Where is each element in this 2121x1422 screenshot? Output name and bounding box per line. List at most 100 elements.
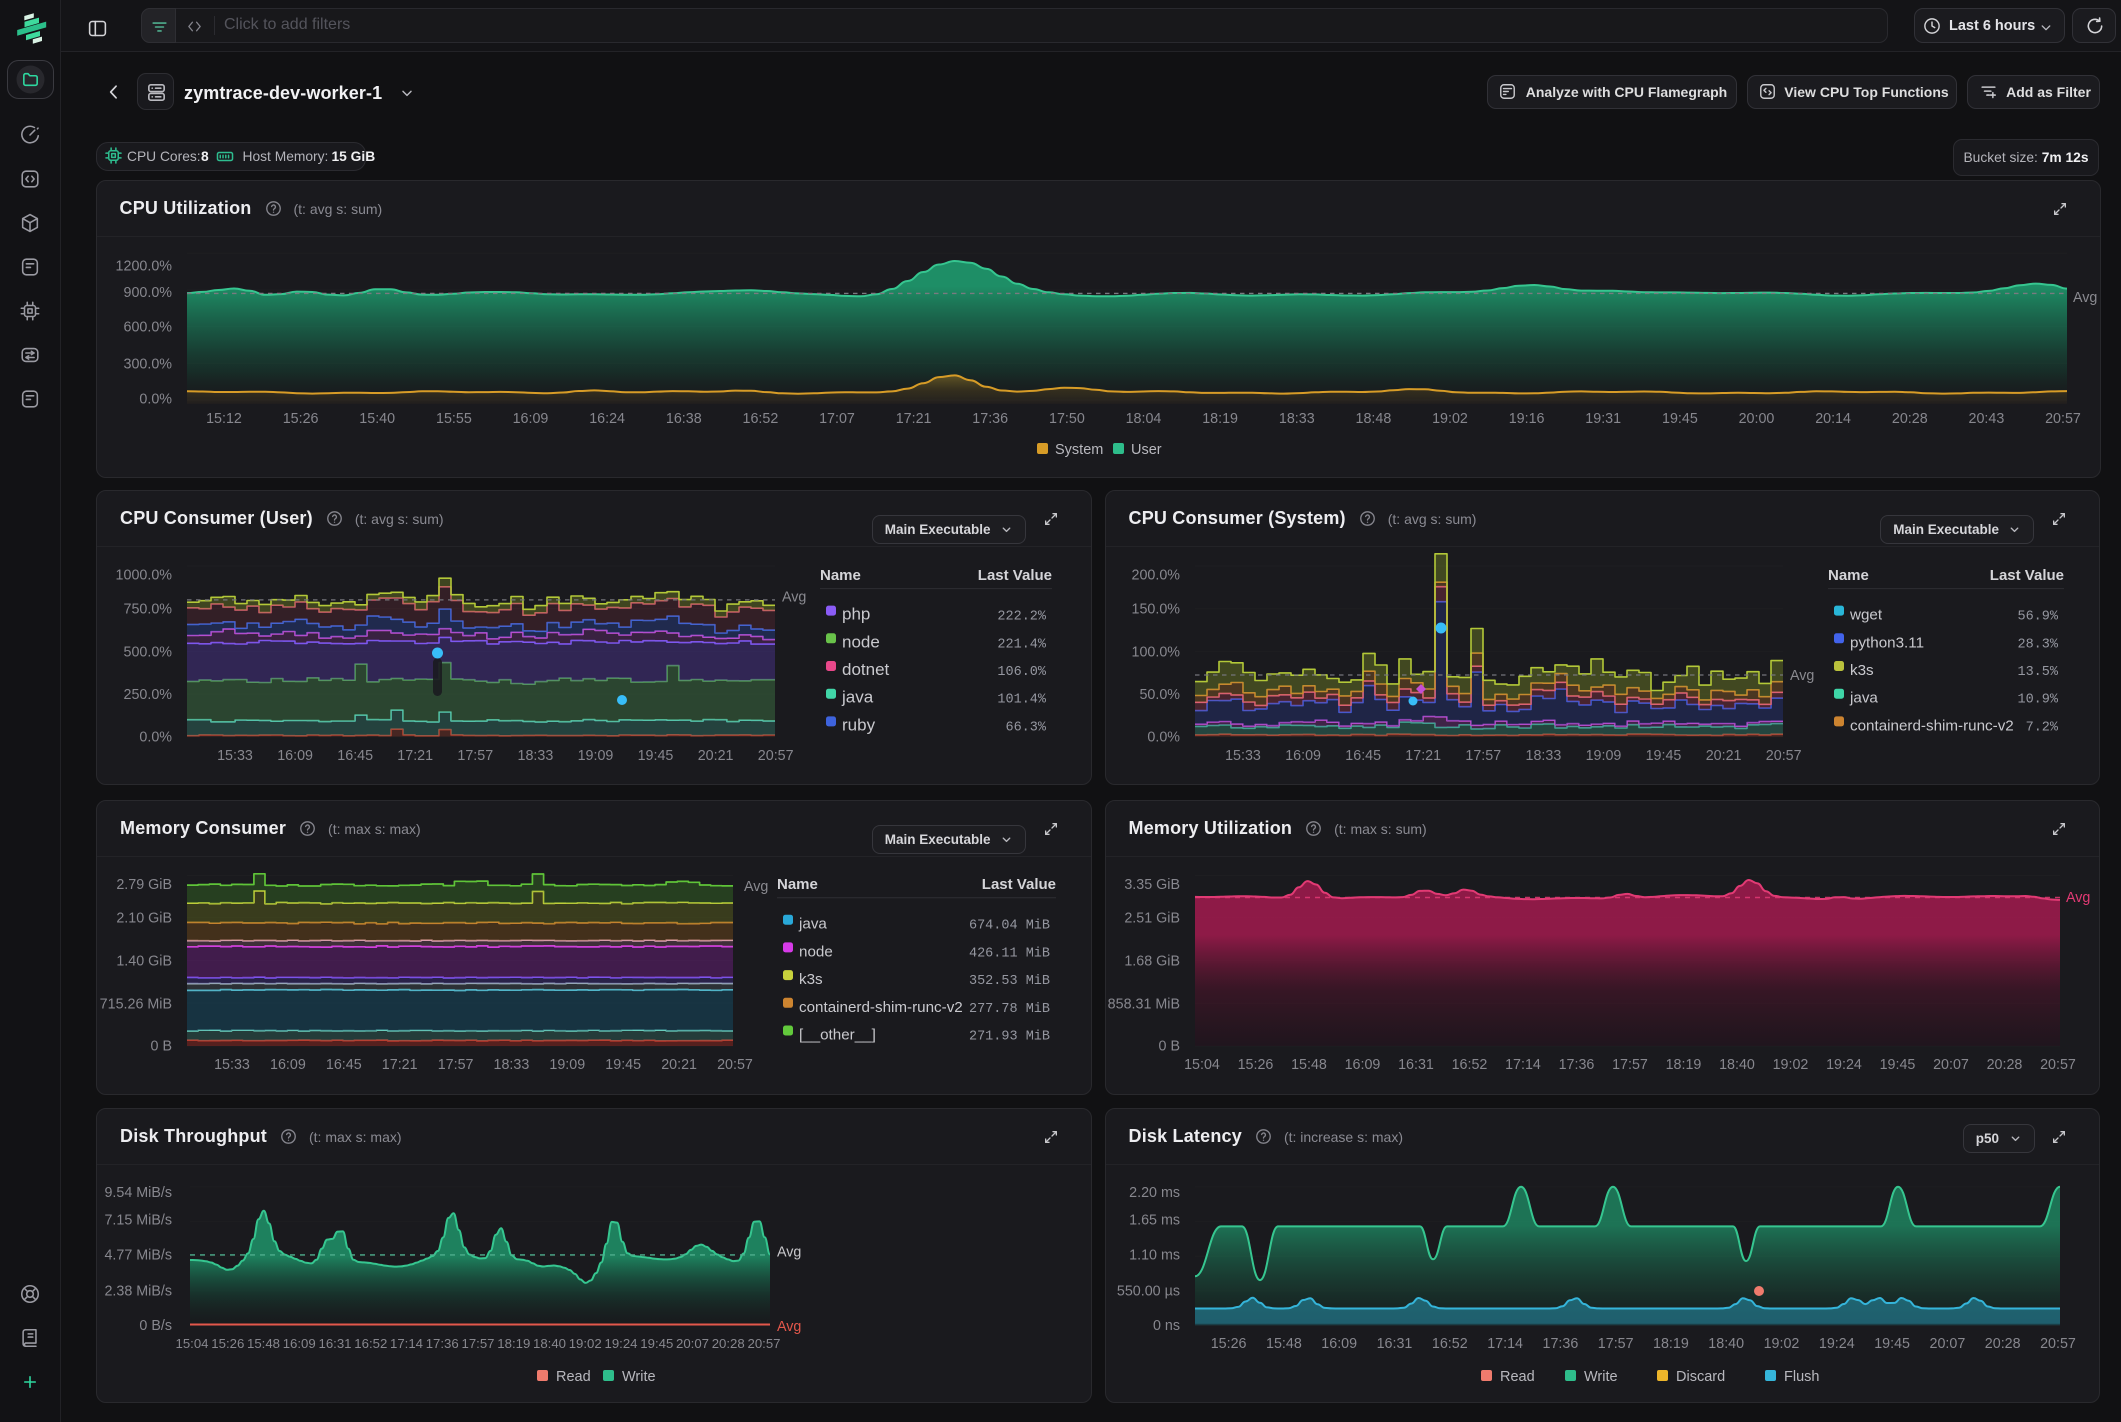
svg-text:java: java	[841, 688, 874, 707]
svg-text:Read: Read	[1500, 1369, 1535, 1385]
svg-text:java: java	[1849, 690, 1878, 707]
svg-text:16:31: 16:31	[1398, 1057, 1434, 1073]
svg-text:1.68 GiB: 1.68 GiB	[1124, 954, 1180, 970]
svg-text:19:31: 19:31	[1585, 411, 1621, 427]
svg-text:4.77 MiB/s: 4.77 MiB/s	[104, 1247, 172, 1263]
svg-text:20:57: 20:57	[2040, 1336, 2076, 1352]
svg-text:900.0%: 900.0%	[124, 285, 173, 301]
svg-text:7.2%: 7.2%	[2026, 720, 2059, 735]
svg-text:426.11 MiB: 426.11 MiB	[969, 946, 1050, 961]
svg-text:550.00 µs: 550.00 µs	[1117, 1284, 1180, 1300]
svg-text:19:02: 19:02	[1773, 1057, 1809, 1073]
svg-text:15:04: 15:04	[1184, 1057, 1220, 1073]
svg-text:2.10 GiB: 2.10 GiB	[116, 911, 172, 927]
svg-text:Last Value: Last Value	[1990, 567, 2064, 584]
svg-text:200.0%: 200.0%	[1132, 568, 1181, 584]
svg-text:2.20 ms: 2.20 ms	[1129, 1185, 1180, 1201]
svg-text:15:33: 15:33	[214, 1057, 250, 1073]
svg-text:17:21: 17:21	[397, 748, 433, 764]
svg-text:222.2%: 222.2%	[997, 610, 1047, 625]
svg-text:19:24: 19:24	[1819, 1336, 1855, 1352]
svg-text:Avg: Avg	[777, 1244, 801, 1260]
svg-text:18:19: 18:19	[497, 1336, 530, 1351]
svg-text:19:24: 19:24	[604, 1336, 637, 1351]
svg-text:15:26: 15:26	[1211, 1336, 1247, 1352]
svg-text:18:40: 18:40	[1719, 1057, 1755, 1073]
svg-text:19:02: 19:02	[1764, 1336, 1800, 1352]
svg-text:3.35 GiB: 3.35 GiB	[1124, 877, 1180, 893]
svg-text:16:09: 16:09	[277, 748, 313, 764]
svg-text:20:21: 20:21	[698, 748, 734, 764]
svg-text:50.0%: 50.0%	[1139, 687, 1180, 703]
svg-text:Avg: Avg	[777, 1319, 801, 1335]
svg-text:16:09: 16:09	[270, 1057, 306, 1073]
svg-text:17:57: 17:57	[1598, 1336, 1634, 1352]
svg-text:271.93 MiB: 271.93 MiB	[969, 1030, 1050, 1045]
svg-text:66.3%: 66.3%	[1005, 720, 1046, 735]
svg-text:java: java	[798, 916, 827, 933]
svg-text:750.0%: 750.0%	[124, 602, 173, 618]
svg-text:node: node	[799, 943, 833, 960]
svg-text:101.4%: 101.4%	[997, 693, 1047, 708]
svg-text:18:19: 18:19	[1666, 1057, 1702, 1073]
svg-text:20:57: 20:57	[2045, 411, 2081, 427]
svg-text:Last Value: Last Value	[982, 876, 1056, 893]
svg-text:20:28: 20:28	[1987, 1057, 2023, 1073]
svg-text:19:45: 19:45	[638, 748, 674, 764]
svg-text:7.15 MiB/s: 7.15 MiB/s	[104, 1213, 172, 1229]
svg-text:10.9%: 10.9%	[2017, 693, 2058, 708]
svg-text:20:57: 20:57	[747, 1336, 780, 1351]
svg-text:wget: wget	[1849, 607, 1883, 624]
svg-text:Avg: Avg	[782, 590, 806, 606]
svg-text:106.0%: 106.0%	[997, 665, 1047, 680]
svg-text:56.9%: 56.9%	[2017, 610, 2058, 625]
svg-text:0 B: 0 B	[1159, 1039, 1180, 1055]
svg-text:containerd-shim-runc-v2: containerd-shim-runc-v2	[1850, 717, 2014, 734]
svg-text:15:26: 15:26	[1238, 1057, 1274, 1073]
svg-text:Name: Name	[820, 567, 861, 584]
svg-text:16:09: 16:09	[513, 411, 549, 427]
svg-text:277.78 MiB: 277.78 MiB	[969, 1002, 1050, 1017]
svg-text:17:50: 17:50	[1049, 411, 1085, 427]
svg-text:15:48: 15:48	[1291, 1057, 1327, 1073]
svg-text:containerd-shim-runc-v2: containerd-shim-runc-v2	[799, 999, 963, 1016]
svg-text:2.79 GiB: 2.79 GiB	[116, 877, 172, 893]
svg-text:15:04: 15:04	[175, 1336, 208, 1351]
svg-text:[__other__]: [__other__]	[799, 1027, 876, 1044]
svg-text:17:36: 17:36	[1543, 1336, 1579, 1352]
svg-text:1200.0%: 1200.0%	[116, 258, 173, 274]
svg-text:18:33: 18:33	[1526, 748, 1562, 764]
svg-text:16:38: 16:38	[666, 411, 702, 427]
svg-text:100.0%: 100.0%	[1132, 644, 1181, 660]
svg-text:19:09: 19:09	[1586, 748, 1622, 764]
svg-text:858.31 MiB: 858.31 MiB	[1108, 996, 1180, 1012]
svg-text:19:45: 19:45	[1662, 411, 1698, 427]
svg-text:16:52: 16:52	[1432, 1336, 1468, 1352]
svg-text:16:52: 16:52	[1452, 1057, 1488, 1073]
svg-text:php: php	[842, 605, 870, 624]
svg-text:16:45: 16:45	[326, 1057, 362, 1073]
svg-text:20:07: 20:07	[676, 1336, 709, 1351]
svg-text:17:36: 17:36	[426, 1336, 459, 1351]
svg-text:16:52: 16:52	[743, 411, 779, 427]
svg-text:20:57: 20:57	[1766, 748, 1802, 764]
svg-text:17:36: 17:36	[972, 411, 1008, 427]
svg-text:20:21: 20:21	[661, 1057, 697, 1073]
svg-text:17:14: 17:14	[1505, 1057, 1541, 1073]
svg-text:18:40: 18:40	[533, 1336, 566, 1351]
svg-text:Write: Write	[622, 1369, 656, 1385]
svg-text:Avg: Avg	[1790, 668, 1814, 684]
svg-text:16:31: 16:31	[1377, 1336, 1413, 1352]
svg-text:16:24: 16:24	[589, 411, 625, 427]
svg-text:600.0%: 600.0%	[124, 320, 173, 336]
svg-text:15:48: 15:48	[1266, 1336, 1302, 1352]
svg-text:18:40: 18:40	[1708, 1336, 1744, 1352]
svg-text:20:14: 20:14	[1815, 411, 1851, 427]
svg-text:Read: Read	[556, 1369, 591, 1385]
svg-text:16:09: 16:09	[1345, 1057, 1381, 1073]
svg-text:17:21: 17:21	[1405, 748, 1441, 764]
svg-text:221.4%: 221.4%	[997, 637, 1047, 652]
svg-text:0.0%: 0.0%	[139, 729, 172, 745]
svg-text:1.10 ms: 1.10 ms	[1129, 1247, 1180, 1263]
svg-text:20:28: 20:28	[1892, 411, 1928, 427]
